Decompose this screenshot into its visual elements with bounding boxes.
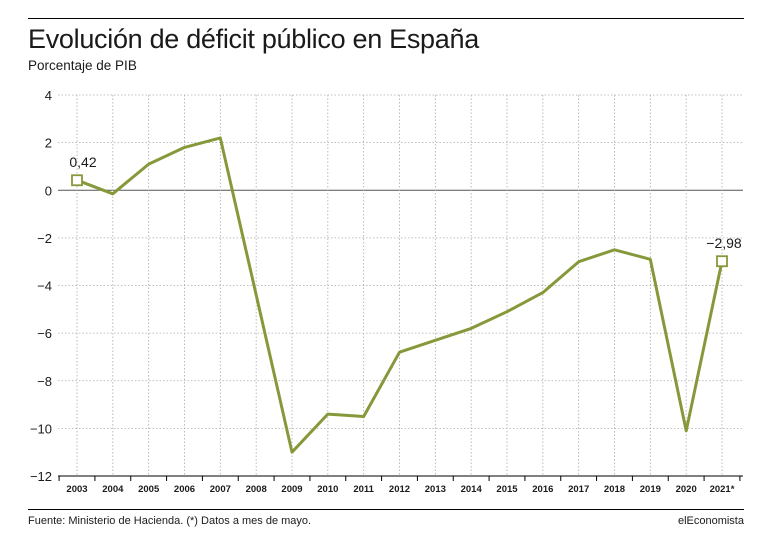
x-tick-label: 2018 bbox=[604, 484, 625, 495]
data-point-marker bbox=[716, 255, 728, 268]
x-tick-label: 2005 bbox=[138, 484, 160, 495]
x-tick-label: 2003 bbox=[66, 484, 87, 495]
x-tick-label: 2019 bbox=[640, 484, 661, 495]
y-axis: 4 2 0 −2 −4 −6 −8 −10 −12 bbox=[30, 88, 52, 484]
x-tick-label: 2004 bbox=[102, 484, 124, 495]
grid-layer bbox=[58, 94, 743, 476]
series-layer bbox=[75, 136, 724, 454]
x-tick-label: 2012 bbox=[389, 484, 410, 495]
y-tick-label: −8 bbox=[37, 374, 52, 389]
x-tick-label: 2010 bbox=[317, 484, 338, 495]
x-tick-label: 2006 bbox=[174, 484, 195, 495]
x-tick-label: 2007 bbox=[210, 484, 231, 495]
x-tick-label: 2013 bbox=[425, 484, 446, 495]
data-point-marker bbox=[71, 174, 83, 187]
x-tick-label: 2016 bbox=[532, 484, 553, 495]
data-label: −2,98 bbox=[706, 235, 742, 251]
x-tick-label: 2015 bbox=[496, 484, 518, 495]
annotation-layer: 0,42 −2,98 bbox=[69, 154, 742, 268]
y-tick-label: −4 bbox=[37, 279, 52, 294]
x-tick-label: 2014 bbox=[461, 484, 483, 495]
series-line bbox=[75, 136, 724, 454]
x-tick-label: 2008 bbox=[246, 484, 267, 495]
data-label: 0,42 bbox=[69, 154, 96, 170]
x-tick-label: 2017 bbox=[568, 484, 589, 495]
y-tick-label: −12 bbox=[30, 469, 52, 484]
chart-title: Evolución de déficit público en España bbox=[28, 24, 479, 54]
top-rule bbox=[28, 18, 744, 19]
brand-logo: elEconomista bbox=[677, 515, 744, 527]
x-tick-label: 2011 bbox=[353, 484, 374, 495]
x-tick-label: 2009 bbox=[281, 484, 302, 495]
y-tick-label: 4 bbox=[45, 88, 52, 103]
y-tick-label: 2 bbox=[45, 136, 52, 151]
y-tick-label: −10 bbox=[30, 421, 52, 436]
x-tick-label: 2021* bbox=[710, 484, 735, 495]
chart-subtitle: Porcentaje de PIB bbox=[28, 58, 137, 73]
x-tick-label: 2020 bbox=[676, 484, 697, 495]
bottom-rule bbox=[28, 509, 744, 510]
source-note: Fuente: Ministerio de Hacienda. (*) Dato… bbox=[28, 515, 312, 527]
x-axis: 2003 2004 2005 2006 2007 2008 2009 2010 2011 2012… bbox=[58, 475, 743, 495]
y-tick-label: 0 bbox=[45, 183, 52, 198]
y-tick-label: −6 bbox=[37, 326, 52, 341]
y-tick-label: −2 bbox=[37, 231, 52, 246]
